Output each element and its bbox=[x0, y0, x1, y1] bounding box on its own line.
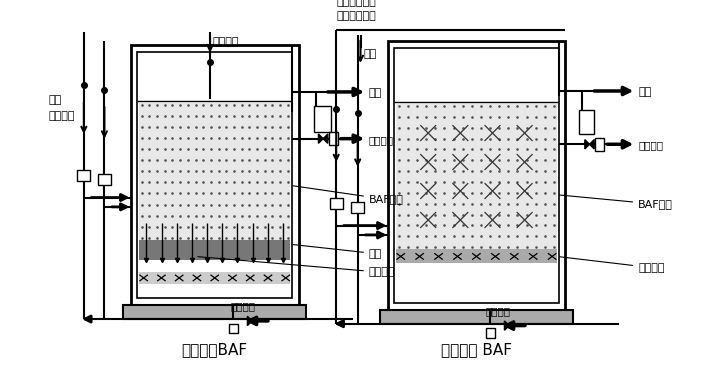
Polygon shape bbox=[590, 139, 594, 149]
Text: 反洗进水: 反洗进水 bbox=[230, 302, 256, 311]
Bar bbox=[351, 202, 364, 213]
Text: BAF滤料: BAF滤料 bbox=[293, 186, 404, 204]
Text: 进水: 进水 bbox=[363, 49, 377, 59]
Bar bbox=[139, 240, 291, 260]
Text: 曝气空气: 曝气空气 bbox=[213, 37, 240, 47]
Bar bbox=[229, 324, 238, 333]
Polygon shape bbox=[318, 134, 323, 143]
Text: 曝气空气备用: 曝气空气备用 bbox=[337, 0, 376, 7]
Bar bbox=[329, 132, 338, 145]
Text: 反洗进水: 反洗进水 bbox=[486, 306, 510, 316]
Text: 滤料框架: 滤料框架 bbox=[559, 257, 665, 273]
Bar bbox=[395, 48, 559, 303]
Bar bbox=[486, 328, 495, 338]
Bar bbox=[137, 52, 292, 299]
Text: 出水: 出水 bbox=[369, 88, 382, 98]
Text: 反洗排水: 反洗排水 bbox=[369, 135, 394, 145]
Bar bbox=[139, 272, 291, 284]
Text: 反洗排水: 反洗排水 bbox=[638, 141, 663, 150]
Bar bbox=[131, 45, 299, 305]
Polygon shape bbox=[247, 316, 252, 326]
Polygon shape bbox=[585, 139, 590, 149]
Bar bbox=[98, 174, 111, 185]
Text: 长柄滤头: 长柄滤头 bbox=[198, 257, 395, 277]
Text: 风机开启反洗: 风机开启反洗 bbox=[337, 11, 376, 21]
Bar bbox=[123, 305, 306, 319]
Text: 反洗: 反洗 bbox=[48, 95, 62, 105]
Text: 滤板: 滤板 bbox=[293, 245, 382, 259]
Bar bbox=[77, 170, 90, 181]
Bar bbox=[387, 41, 565, 310]
Bar bbox=[396, 249, 557, 263]
Bar bbox=[314, 106, 331, 132]
Polygon shape bbox=[509, 321, 514, 330]
Text: 陶粒滤料BAF: 陶粒滤料BAF bbox=[182, 342, 247, 357]
Text: 轻质滤料 BAF: 轻质滤料 BAF bbox=[441, 342, 512, 357]
Bar bbox=[329, 198, 343, 209]
Polygon shape bbox=[323, 134, 328, 143]
Text: BAF滤料: BAF滤料 bbox=[559, 195, 673, 209]
Bar bbox=[380, 310, 573, 324]
Text: 空气进水: 空气进水 bbox=[48, 110, 75, 121]
Polygon shape bbox=[252, 316, 257, 326]
Text: 出水: 出水 bbox=[638, 87, 651, 97]
Bar bbox=[579, 110, 594, 134]
Bar bbox=[139, 103, 291, 240]
Polygon shape bbox=[505, 321, 509, 330]
Bar bbox=[595, 138, 604, 151]
Bar bbox=[396, 104, 557, 249]
